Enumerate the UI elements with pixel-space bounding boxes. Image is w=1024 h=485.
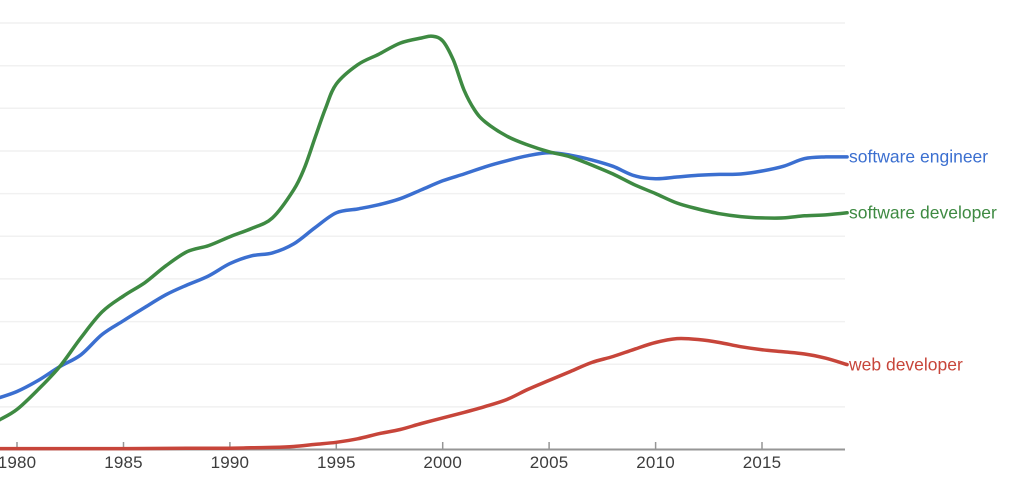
series-label-web-developer[interactable]: web developer <box>849 354 963 375</box>
x-tick-label: 2000 <box>423 453 462 472</box>
series-label-software-developer[interactable]: software developer <box>849 202 997 223</box>
x-tick-label: 1995 <box>316 453 356 472</box>
x-tick-label: 2005 <box>529 453 569 472</box>
series-line-web-developer[interactable] <box>0 336 849 451</box>
x-tick-label: 1990 <box>210 453 250 472</box>
x-tick-label: 2010 <box>636 453 675 472</box>
x-tick-label: 1985 <box>104 453 143 472</box>
series-line-software-engineer[interactable] <box>0 150 849 400</box>
series-label-software-engineer[interactable]: software engineer <box>849 146 989 167</box>
x-tick-label: 1980 <box>0 453 37 472</box>
series-line-software-developer[interactable] <box>0 34 849 422</box>
x-tick-label: 2015 <box>742 453 782 472</box>
